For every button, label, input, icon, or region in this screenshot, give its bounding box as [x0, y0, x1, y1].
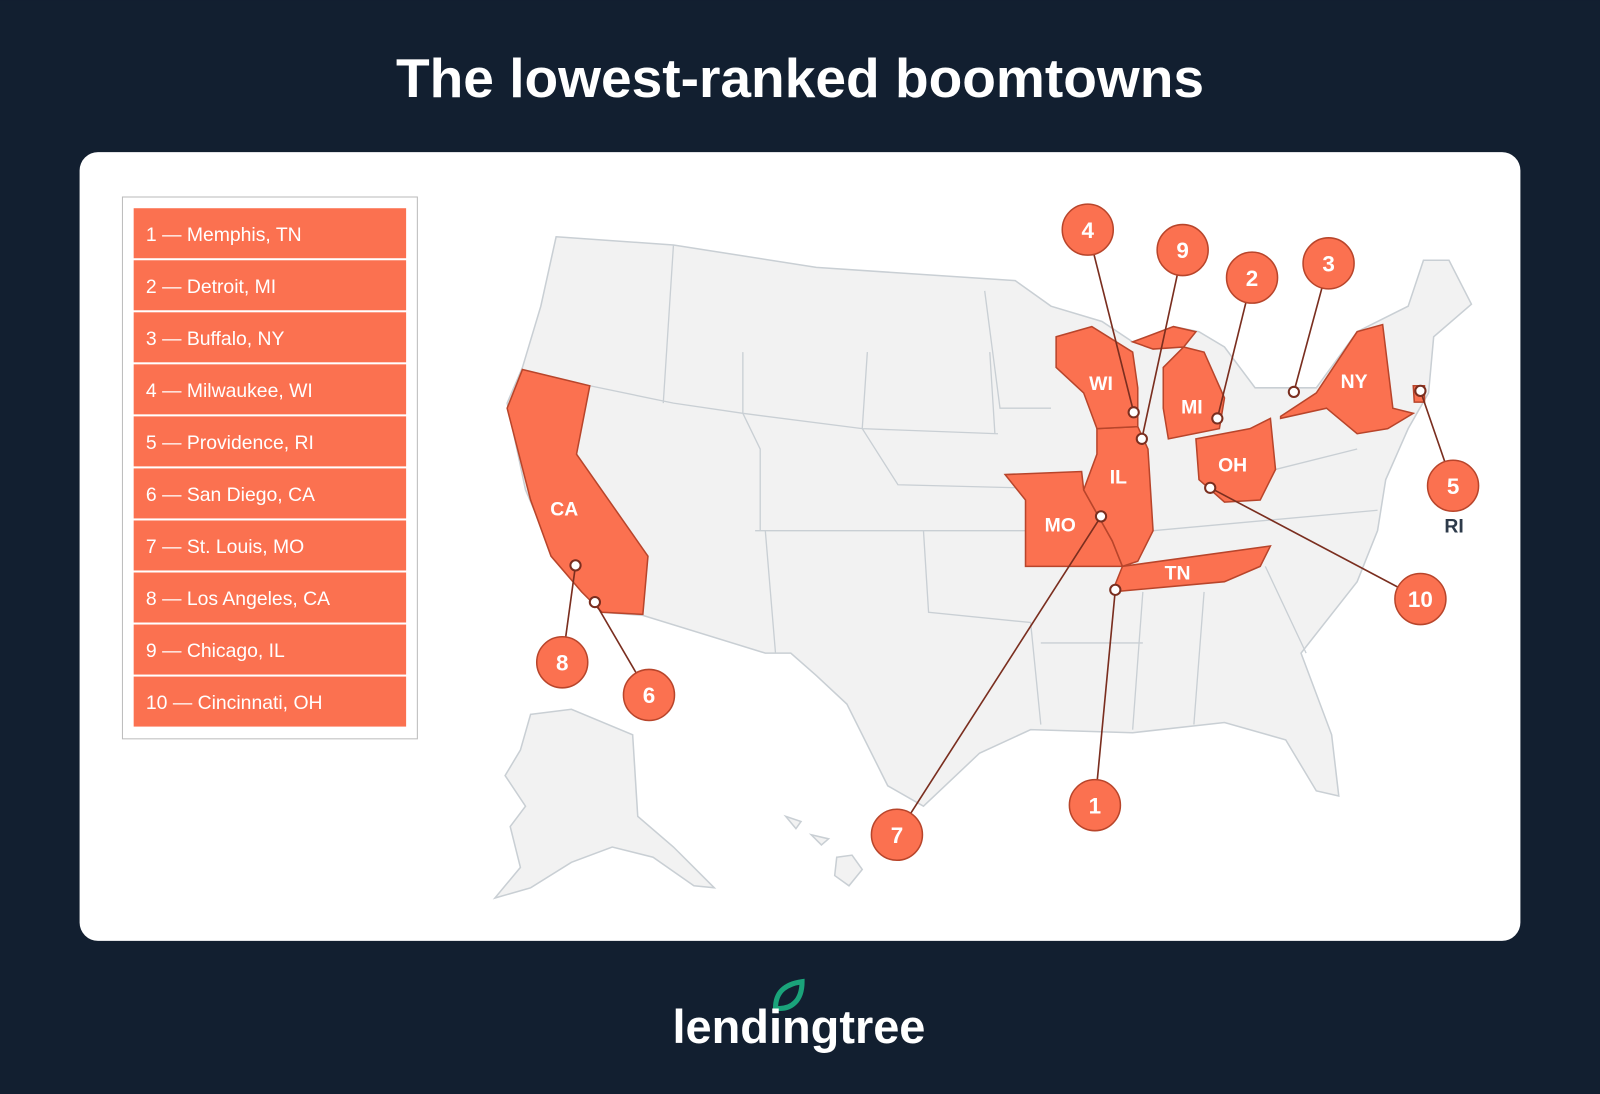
brand: lendingtree	[673, 1001, 926, 1053]
state-borders	[589, 244, 1378, 730]
legend-item	[133, 520, 407, 571]
legend: 1 — Memphis, TN 2 — Detroit, MI 3 — Buffal…	[133, 208, 407, 727]
state-ny	[1279, 323, 1416, 435]
city-dot	[1287, 385, 1300, 399]
legend-text: 8 — Los Angeles, CA	[146, 588, 330, 610]
marker-number: 5	[1447, 474, 1459, 499]
legend-text: 3 — Buffalo, NY	[146, 328, 285, 350]
state-ca	[506, 368, 649, 616]
leader-line	[896, 515, 1102, 836]
marker-circle	[1426, 459, 1480, 513]
marker-circle	[1061, 203, 1115, 256]
legend-text: 2 — Detroit, MI	[146, 276, 276, 298]
legend-text: 1 — Memphis, TN	[146, 224, 302, 246]
legend-item	[133, 312, 407, 363]
logo-leaf	[772, 978, 805, 1011]
legend-item	[133, 468, 407, 519]
state-label: WI	[1089, 373, 1113, 395]
leader-line	[1141, 249, 1184, 440]
state-wi	[1055, 325, 1139, 430]
state-label: CA	[550, 498, 578, 520]
legend-item	[133, 364, 407, 415]
leader-line	[1086, 229, 1135, 413]
marker-number: 4	[1082, 218, 1095, 243]
legend-text: 6 — San Diego, CA	[146, 484, 315, 506]
city-dot	[588, 595, 602, 609]
city-dot	[1109, 583, 1122, 596]
marker-number: 9	[1176, 238, 1188, 263]
marker-circle	[1225, 251, 1279, 304]
city-dot	[1094, 510, 1108, 523]
city-dot	[1414, 384, 1427, 397]
marker-number: 2	[1246, 266, 1258, 291]
legend-item	[133, 416, 407, 467]
map-markers: 1 2 3 4 5 6 7 8 9 10	[535, 203, 1480, 862]
legend-text: 5 — Providence, RI	[146, 432, 314, 454]
marker-circle	[1068, 778, 1122, 832]
us-map	[492, 235, 1473, 900]
marker-number: 6	[643, 683, 655, 708]
state-mi	[1130, 325, 1226, 440]
leader-line	[1209, 487, 1421, 600]
legend-item	[133, 572, 407, 623]
city-dot	[1204, 481, 1217, 494]
city-dot	[1211, 412, 1224, 425]
legend-text: 7 — St. Louis, MO	[146, 536, 304, 558]
city-dot	[1135, 432, 1148, 445]
marker-circle	[1156, 223, 1209, 277]
city-dot	[1127, 406, 1140, 419]
city-dot	[569, 559, 582, 572]
legend-item	[133, 676, 407, 727]
legend-text: 10 — Cincinnati, OH	[146, 692, 323, 714]
legend-item	[133, 624, 407, 675]
marker-circle	[622, 668, 676, 722]
marker-circle	[870, 808, 924, 862]
state-label: NY	[1341, 371, 1368, 393]
marker-circle	[1394, 572, 1447, 626]
marker-number: 3	[1322, 251, 1334, 276]
marker-circle	[1302, 237, 1355, 290]
state-label: RI	[1444, 516, 1463, 538]
alaska	[492, 708, 717, 900]
state-label: MI	[1181, 396, 1203, 418]
legend-text: 4 — Milwaukee, WI	[146, 380, 313, 402]
marker-number: 7	[891, 823, 903, 848]
legend-text: 9 — Chicago, IL	[146, 640, 285, 662]
marker-number: 10	[1408, 587, 1433, 612]
hawaii	[783, 814, 864, 887]
leader-line	[1094, 589, 1117, 806]
state-oh	[1195, 417, 1277, 503]
state-label: TN	[1165, 563, 1191, 585]
legend-item	[133, 208, 407, 259]
map-labels: CA MO IL WI MI OH NY TN RI	[550, 371, 1463, 585]
legend-item	[133, 260, 407, 311]
state-label: MO	[1045, 515, 1076, 537]
marker-number: 8	[556, 650, 568, 675]
state-label: IL	[1110, 467, 1127, 489]
marker-number: 1	[1089, 793, 1101, 818]
logo: lendingtree	[673, 978, 926, 1053]
state-label: OH	[1218, 454, 1247, 476]
marker-circle	[535, 636, 589, 689]
title: The lowest-ranked boomtowns	[396, 47, 1204, 109]
